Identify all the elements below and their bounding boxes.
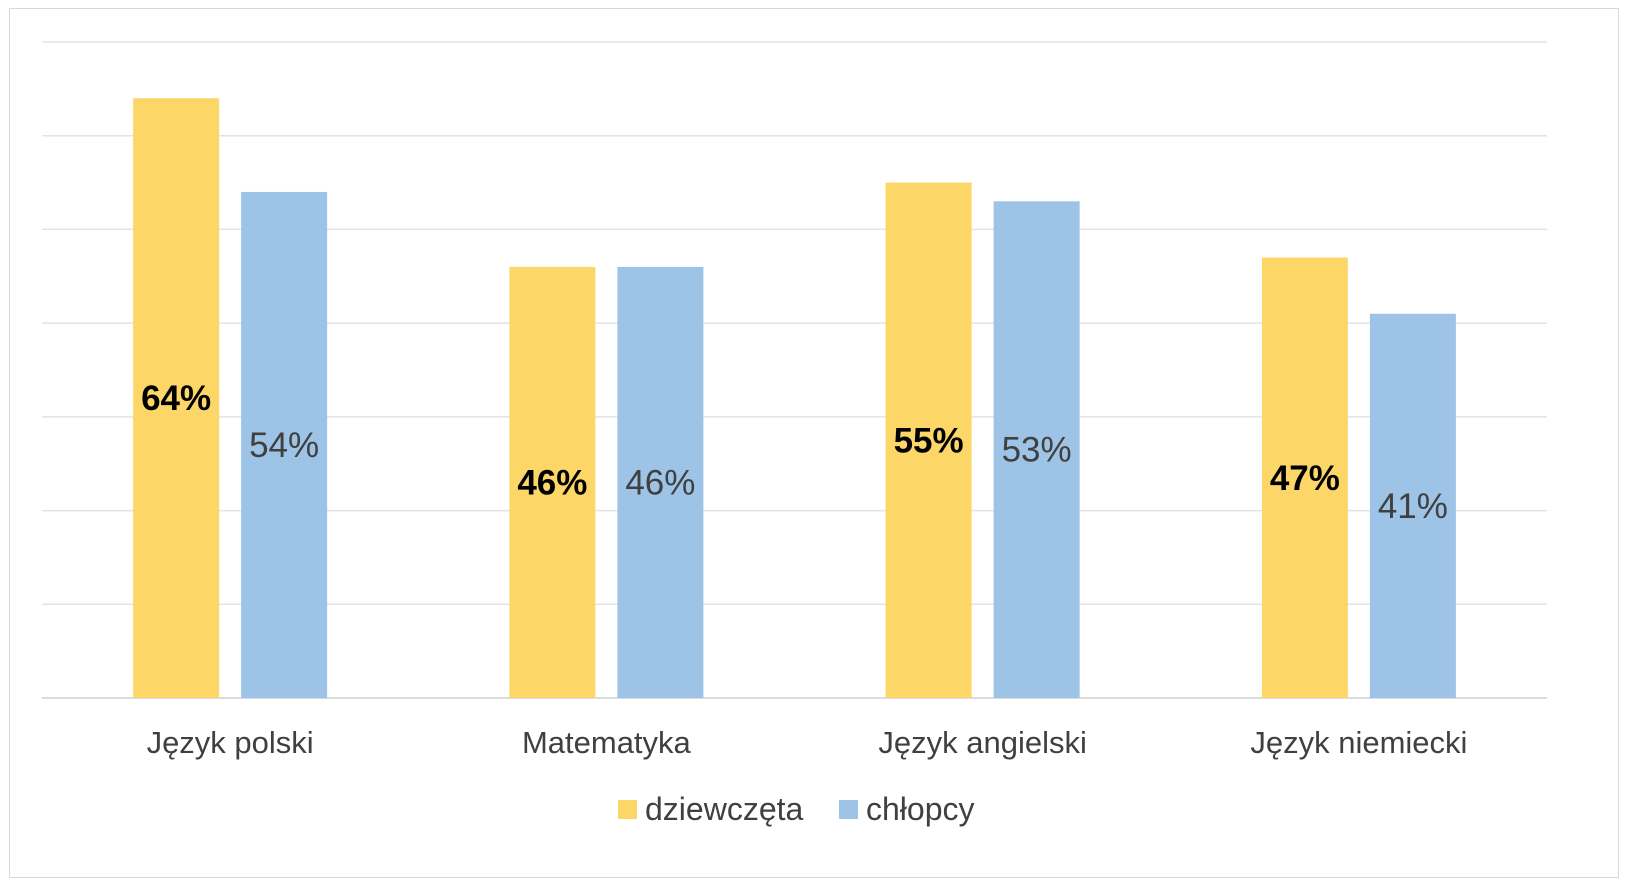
legend-swatch [839, 800, 858, 819]
data-label: 55% [894, 421, 964, 460]
bar-dziewczęta-1 [509, 266, 596, 698]
legend-label: chłopcy [866, 791, 975, 827]
data-label: 47% [1270, 459, 1340, 498]
bar-chłopcy-3 [1369, 313, 1456, 698]
bar-chłopcy-0 [241, 191, 328, 698]
data-label: 54% [249, 426, 319, 465]
legend-swatch [618, 800, 637, 819]
category-label: Matematyka [522, 725, 692, 760]
bar-dziewczęta-2 [885, 182, 972, 699]
category-label: Język angielski [878, 725, 1086, 760]
data-label: 64% [141, 379, 211, 418]
bars [133, 98, 1456, 699]
data-label: 53% [1002, 431, 1072, 470]
category-label: Język polski [147, 725, 314, 760]
category-label: Język niemiecki [1250, 725, 1467, 760]
data-labels: 64% 54% 46% 46% 55% 53% 47% 41% [141, 379, 1448, 526]
category-labels: Język polski Matematyka Język angielski Jęz… [147, 725, 1468, 760]
bar-chłopcy-2 [993, 201, 1080, 699]
legend: dziewczęta chłopcy [618, 791, 975, 827]
data-label: 46% [517, 463, 587, 502]
bar-dziewczęta-0 [133, 98, 220, 698]
bar-dziewczęta-3 [1261, 257, 1348, 698]
legend-label: dziewczęta [645, 791, 804, 827]
data-label: 46% [625, 463, 695, 502]
bar-chłopcy-1 [617, 266, 704, 698]
data-label: 41% [1378, 487, 1448, 526]
